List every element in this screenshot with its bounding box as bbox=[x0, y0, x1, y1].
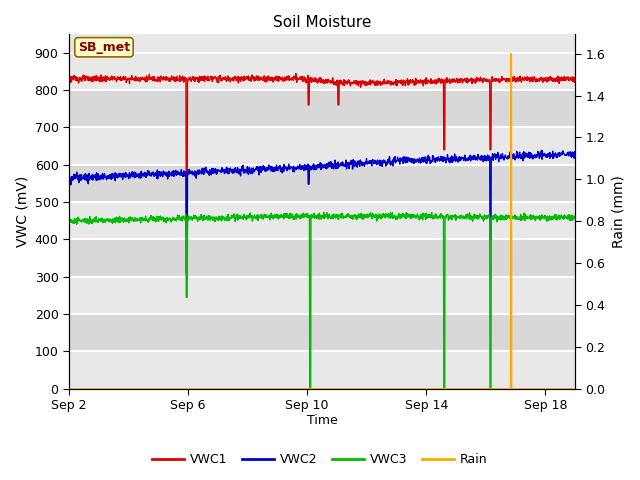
Y-axis label: Rain (mm): Rain (mm) bbox=[611, 175, 625, 248]
X-axis label: Time: Time bbox=[307, 414, 337, 427]
Bar bbox=[69, 314, 575, 351]
Bar bbox=[69, 240, 575, 277]
Legend: VWC1, VWC2, VWC3, Rain: VWC1, VWC2, VWC3, Rain bbox=[147, 448, 493, 471]
Text: SB_met: SB_met bbox=[78, 41, 130, 54]
Bar bbox=[69, 165, 575, 202]
Y-axis label: VWC (mV): VWC (mV) bbox=[15, 176, 29, 247]
Bar bbox=[69, 90, 575, 127]
Bar bbox=[69, 53, 575, 90]
Bar bbox=[69, 277, 575, 314]
Bar bbox=[69, 202, 575, 240]
Title: Soil Moisture: Soil Moisture bbox=[273, 15, 371, 30]
Bar bbox=[69, 127, 575, 165]
Bar bbox=[69, 351, 575, 389]
